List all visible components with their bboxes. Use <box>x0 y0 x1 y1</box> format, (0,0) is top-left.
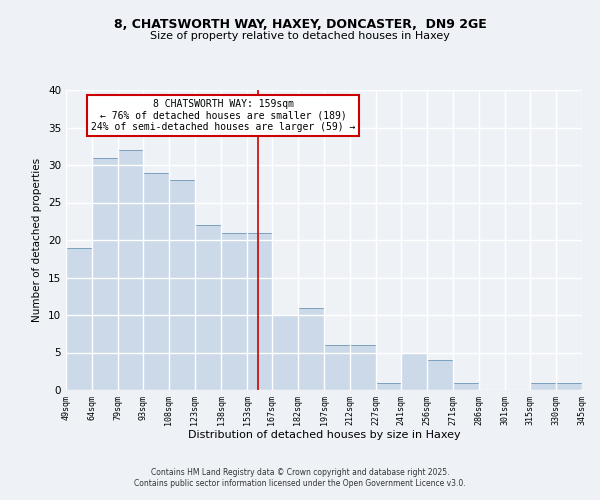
Bar <box>143 172 169 390</box>
Bar <box>376 382 401 390</box>
Bar <box>350 345 376 390</box>
Text: 8, CHATSWORTH WAY, HAXEY, DONCASTER,  DN9 2GE: 8, CHATSWORTH WAY, HAXEY, DONCASTER, DN9… <box>113 18 487 30</box>
Bar <box>169 180 195 390</box>
Bar <box>556 382 582 390</box>
X-axis label: Distribution of detached houses by size in Haxey: Distribution of detached houses by size … <box>188 430 460 440</box>
Bar <box>427 360 453 390</box>
Bar <box>118 150 143 390</box>
Text: Contains HM Land Registry data © Crown copyright and database right 2025.
Contai: Contains HM Land Registry data © Crown c… <box>134 468 466 487</box>
Bar <box>221 232 247 390</box>
Bar <box>92 158 118 390</box>
Text: 8 CHATSWORTH WAY: 159sqm
← 76% of detached houses are smaller (189)
24% of semi-: 8 CHATSWORTH WAY: 159sqm ← 76% of detach… <box>91 99 356 132</box>
Bar <box>66 248 92 390</box>
Bar <box>324 345 350 390</box>
Text: Size of property relative to detached houses in Haxey: Size of property relative to detached ho… <box>150 31 450 41</box>
Bar <box>247 232 272 390</box>
Bar <box>530 382 556 390</box>
Bar <box>195 225 221 390</box>
Bar <box>272 315 298 390</box>
Bar <box>298 308 324 390</box>
Bar <box>401 352 427 390</box>
Y-axis label: Number of detached properties: Number of detached properties <box>32 158 43 322</box>
Bar <box>453 382 479 390</box>
